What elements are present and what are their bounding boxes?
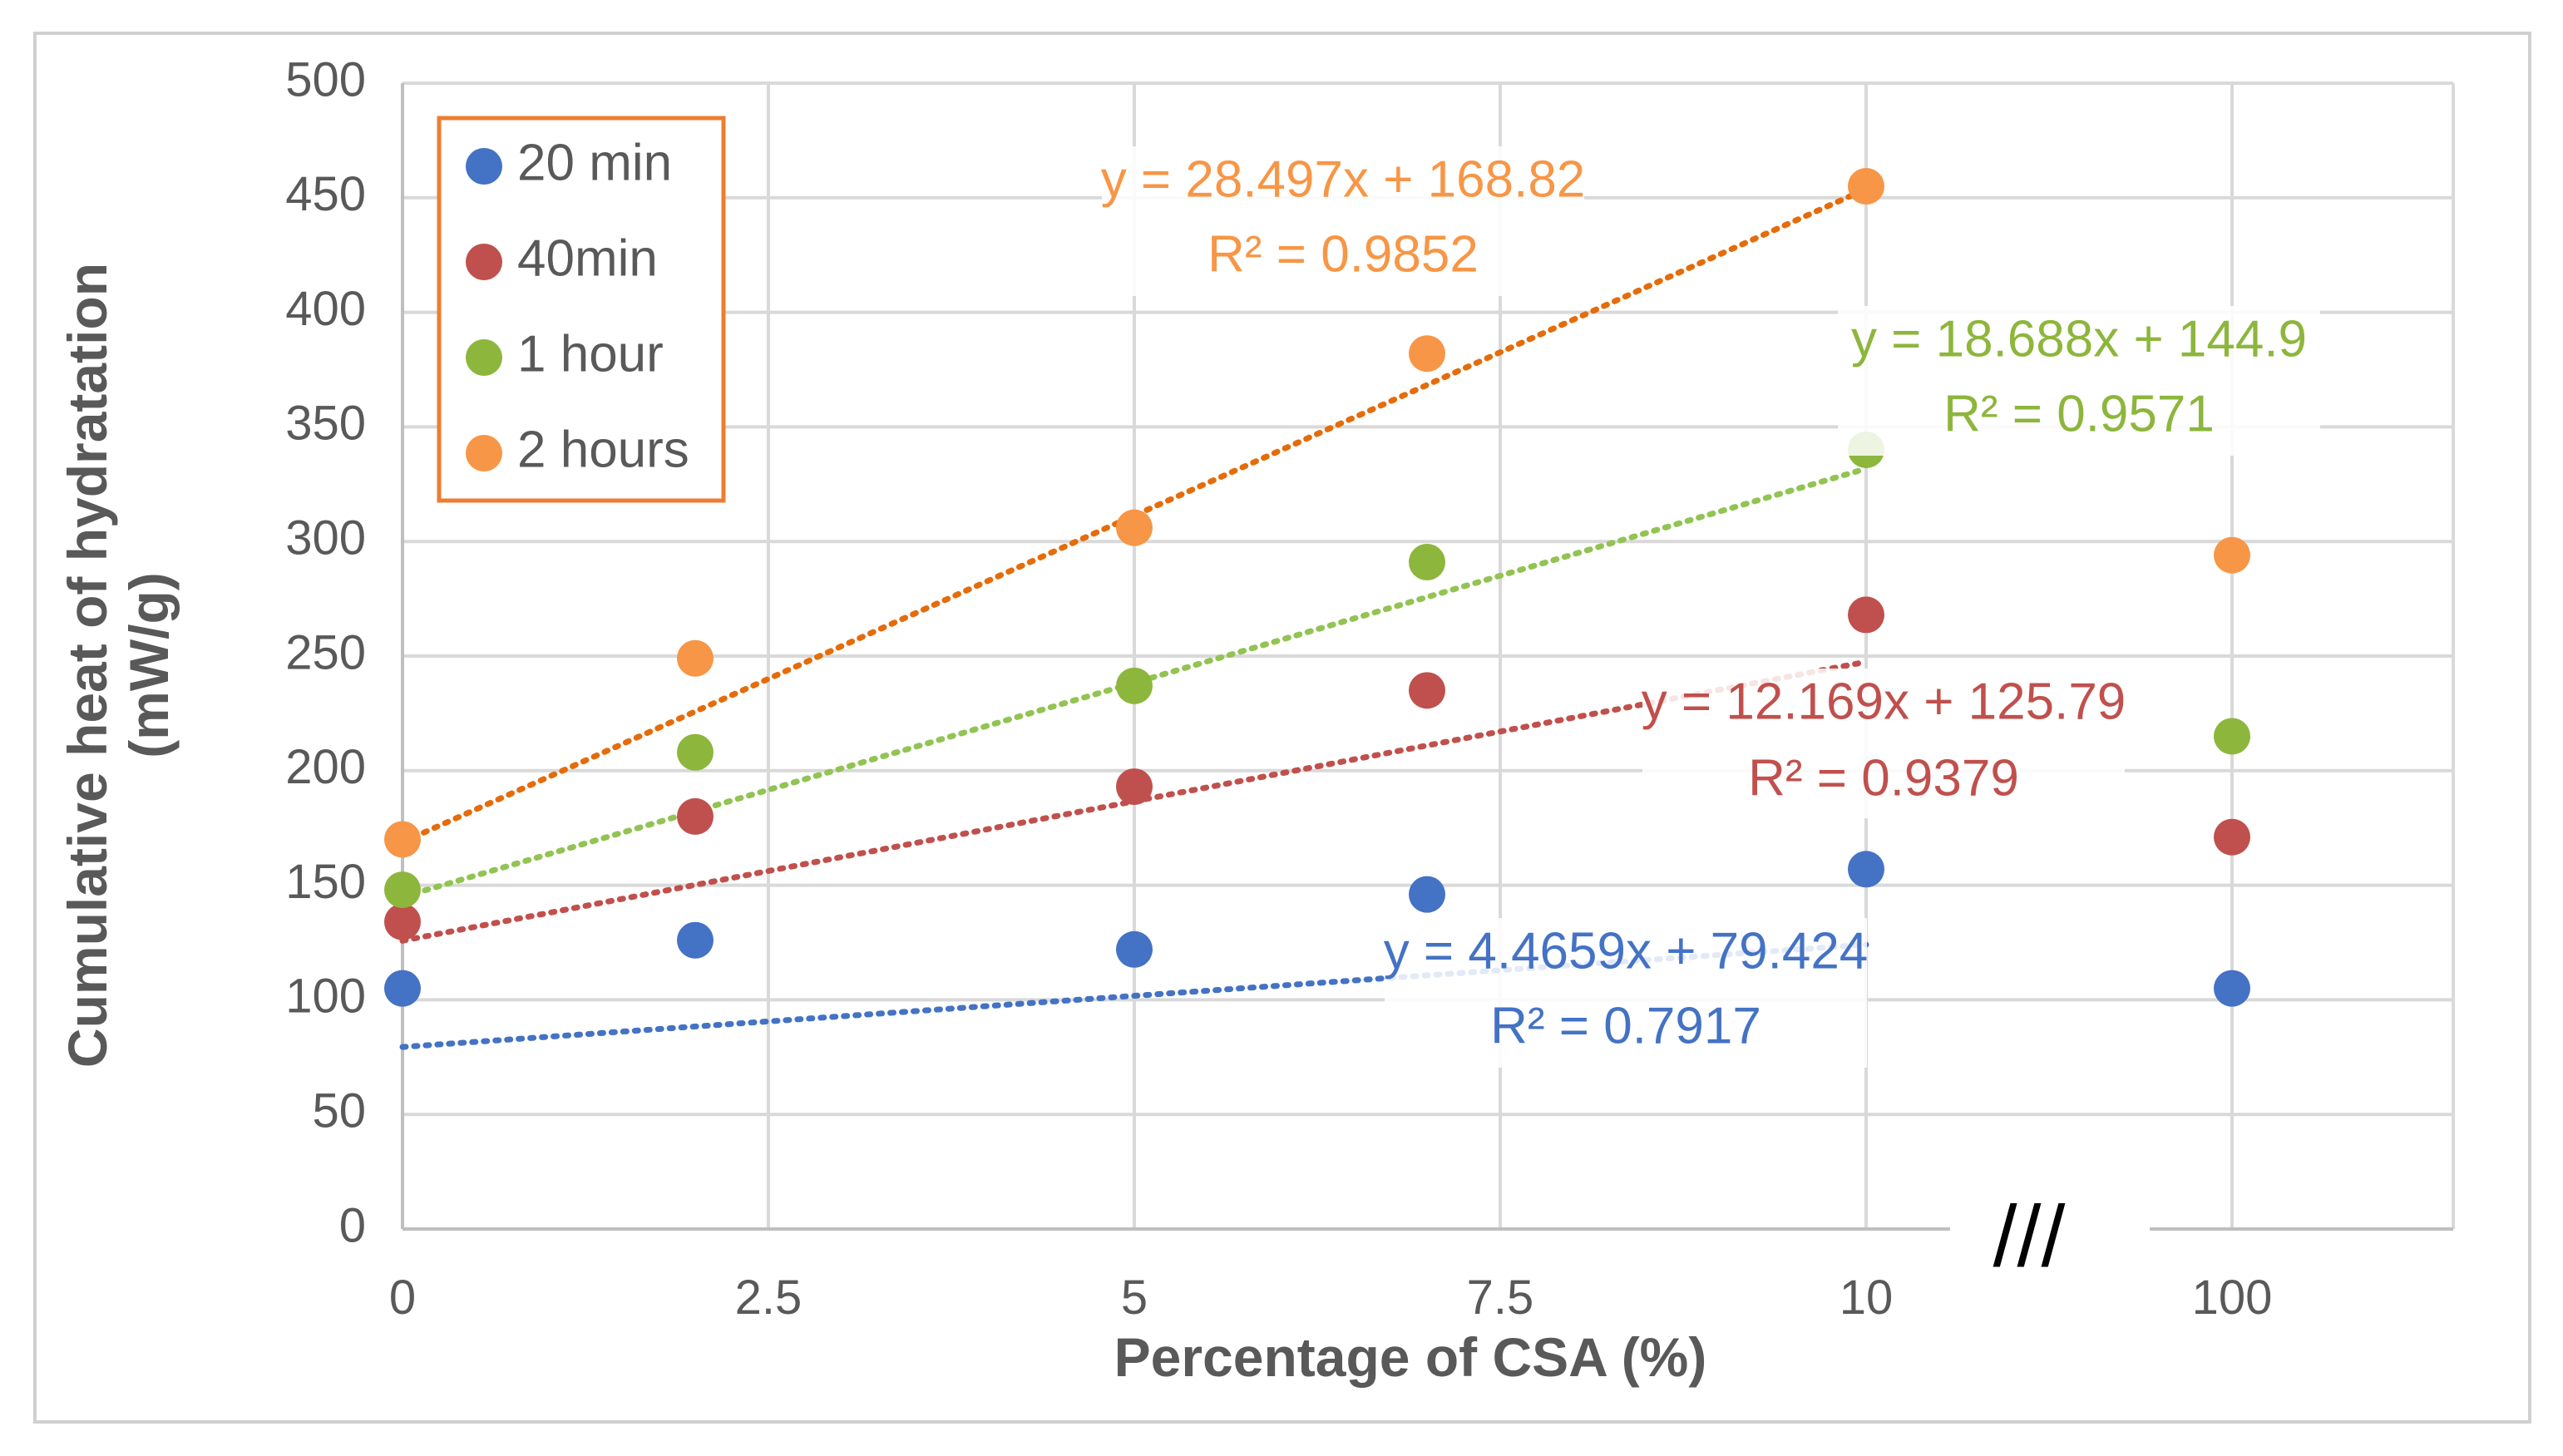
point-40min: [677, 797, 714, 835]
point-2-hours: [2214, 536, 2250, 574]
legend-label: 1 hour: [517, 325, 664, 383]
trendline-r2: R² = 0.9852: [1207, 225, 1479, 283]
equation-bg: [1838, 306, 2320, 456]
point-20-min: [2214, 970, 2250, 1007]
point-2-hours: [1409, 335, 1445, 373]
equation-bg: [1102, 146, 1584, 296]
point-2-hours: [677, 639, 714, 677]
y-tick-label: 400: [285, 282, 366, 336]
trendline-r2: R² = 0.9571: [1943, 385, 2215, 442]
y-tick-label: 200: [285, 740, 366, 794]
point-20-min: [1116, 930, 1153, 968]
point-1-hour: [1409, 544, 1445, 581]
y-tick-label: 150: [285, 855, 366, 909]
point-20-min: [677, 921, 714, 959]
point-20-min: [1848, 851, 1884, 888]
axis-break-gap: [1950, 1210, 2150, 1268]
equation-bg: [1642, 669, 2125, 818]
trendline-equations: y = 4.4659x + 79.424 R² = 0.7917 y = 12.16…: [1101, 146, 2320, 1068]
point-1-hour: [384, 871, 421, 909]
trendline-equation: y = 18.688x + 144.9: [1851, 310, 2307, 368]
axes: 0 50 100 150 200 250 300 350 400 450 500 0 2.5 5 7.5 10…: [285, 52, 2453, 1325]
trendline-equation: y = 12.169x + 125.79: [1642, 673, 2126, 730]
point-2-hours: [1116, 509, 1153, 546]
point-20-min: [1409, 876, 1445, 913]
point-40min: [1848, 596, 1884, 634]
legend: 20 min 40min 1 hour 2 hours: [437, 116, 726, 503]
point-1-hour: [1116, 667, 1153, 704]
point-20-min: [384, 970, 421, 1007]
legend-marker: [466, 339, 502, 376]
x-tick-label: 7.5: [1467, 1271, 1534, 1325]
y-axis-title-line1: Cumulative heat of hydratation: [57, 263, 118, 1068]
y-tick-label: 250: [285, 625, 366, 679]
point-2-hours: [384, 821, 421, 858]
y-tick-label: 0: [339, 1198, 366, 1252]
legend-label: 40min: [517, 230, 658, 287]
point-40min: [1116, 768, 1153, 806]
x-tick-label: 10: [1840, 1271, 1894, 1325]
trendline-equation: y = 28.497x + 168.82: [1101, 151, 1586, 208]
point-40min: [384, 903, 421, 940]
x-tick-label: 5: [1121, 1271, 1148, 1325]
equation-bg: [1385, 918, 1867, 1068]
y-tick-label: 500: [285, 52, 366, 106]
legend-label: 20 min: [517, 134, 672, 191]
point-1-hour: [2214, 718, 2250, 755]
y-tick-label: 300: [285, 511, 366, 565]
legend-marker: [466, 148, 502, 185]
y-tick-label: 100: [285, 970, 366, 1024]
point-2-hours: [1848, 168, 1884, 205]
y-axis-title-line2: (mW/g): [118, 572, 180, 758]
trendline-equation: y = 4.4659x + 79.424: [1384, 922, 1869, 980]
data-points: [384, 168, 2250, 1007]
y-tick-label: 50: [312, 1084, 366, 1138]
legend-label: 2 hours: [517, 421, 689, 478]
y-tick-label: 450: [285, 167, 366, 221]
point-40min: [1409, 672, 1445, 709]
point-40min: [2214, 818, 2250, 856]
x-tick-label: 0: [389, 1271, 416, 1325]
x-tick-label: 2.5: [735, 1271, 802, 1325]
point-1-hour: [677, 733, 714, 771]
x-tick-label: 100: [2192, 1271, 2273, 1325]
trendline-r2: R² = 0.9379: [1748, 749, 2019, 807]
y-tick-label: 350: [285, 397, 366, 451]
x-axis-title: Percentage of CSA (%): [1114, 1326, 1707, 1388]
axis-break-symbol: ///: [1993, 1188, 2066, 1285]
legend-marker: [466, 244, 502, 280]
legend-marker: [466, 435, 502, 471]
trendline-r2: R² = 0.7917: [1490, 997, 1761, 1054]
